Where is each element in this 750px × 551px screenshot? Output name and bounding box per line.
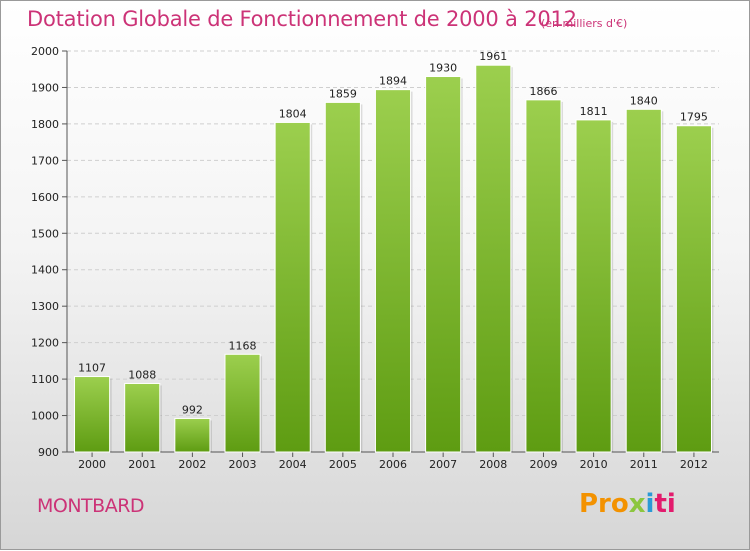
y-tick-label: 1900 bbox=[31, 81, 59, 94]
bar bbox=[475, 64, 512, 453]
bar bbox=[274, 121, 311, 453]
bar bbox=[124, 382, 161, 453]
data-label: 1107 bbox=[78, 362, 106, 375]
data-label: 1859 bbox=[329, 87, 357, 100]
data-label: 992 bbox=[182, 403, 203, 416]
bar bbox=[525, 99, 562, 453]
bar bbox=[324, 101, 361, 453]
x-tick-label: 2005 bbox=[329, 458, 357, 471]
data-label: 1894 bbox=[379, 75, 407, 88]
y-tick-label: 1800 bbox=[31, 118, 59, 131]
bar bbox=[425, 76, 462, 453]
bars bbox=[74, 64, 714, 453]
x-tick-label: 2011 bbox=[630, 458, 658, 471]
x-tick-label: 2010 bbox=[580, 458, 608, 471]
x-tick-label: 2008 bbox=[479, 458, 507, 471]
y-tick-label: 900 bbox=[38, 446, 59, 459]
proxiti-logo: Proxiti bbox=[579, 489, 676, 519]
y-tick-label: 1400 bbox=[31, 264, 59, 277]
y-tick-label: 1200 bbox=[31, 337, 59, 350]
y-tick-label: 1700 bbox=[31, 154, 59, 167]
x-tick-label: 2007 bbox=[429, 458, 457, 471]
data-label: 1811 bbox=[580, 105, 608, 118]
data-label: 1866 bbox=[529, 85, 557, 98]
data-label: 1804 bbox=[279, 107, 307, 120]
place-name: MONTBARD bbox=[37, 495, 145, 517]
bar bbox=[174, 417, 211, 453]
bar bbox=[74, 376, 111, 453]
x-tick-label: 2006 bbox=[379, 458, 407, 471]
bar bbox=[575, 119, 612, 453]
y-tick-label: 1000 bbox=[31, 410, 59, 423]
labels: 900 1000 1100 1200 1300 1400 1500 1600 1700 1800 1… bbox=[31, 45, 708, 471]
bar bbox=[675, 125, 712, 453]
x-tick-label: 2004 bbox=[279, 458, 307, 471]
data-label: 1088 bbox=[128, 368, 156, 381]
chart-title: Dotation Globale de Fonctionnement de 20… bbox=[27, 7, 577, 31]
x-tick-label: 2012 bbox=[680, 458, 708, 471]
x-tick-label: 2003 bbox=[229, 458, 257, 471]
x-tick-label: 2001 bbox=[128, 458, 156, 471]
y-tick-label: 2000 bbox=[31, 45, 59, 58]
x-tick-label: 2002 bbox=[178, 458, 206, 471]
data-label: 1840 bbox=[630, 94, 658, 107]
data-label: 1795 bbox=[680, 111, 708, 124]
x-tick-label: 2009 bbox=[529, 458, 557, 471]
chart-unit-label: (en milliers d'€) bbox=[541, 17, 628, 30]
bar bbox=[224, 353, 261, 453]
data-label: 1930 bbox=[429, 62, 457, 75]
x-tick-label: 2000 bbox=[78, 458, 106, 471]
data-label: 1961 bbox=[479, 50, 507, 63]
y-tick-label: 1100 bbox=[31, 373, 59, 386]
y-tick-label: 1600 bbox=[31, 191, 59, 204]
bar bbox=[625, 108, 662, 453]
data-label: 1168 bbox=[229, 339, 257, 352]
y-tick-label: 1500 bbox=[31, 227, 59, 240]
bar bbox=[374, 89, 412, 453]
y-tick-label: 1300 bbox=[31, 300, 59, 313]
